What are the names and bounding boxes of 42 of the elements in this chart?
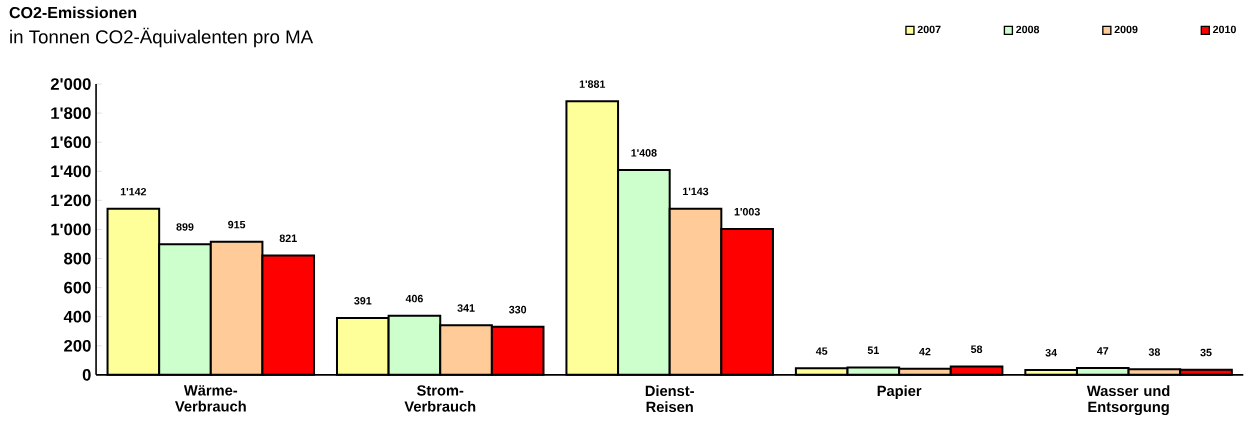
data-label: 47 bbox=[1097, 347, 1109, 355]
data-label: 1'408 bbox=[631, 149, 657, 157]
x-tick-label: Wasser und Entsorgung bbox=[1086, 385, 1170, 415]
chart-subtitle: in Tonnen CO2-Äquivalenten pro MA bbox=[10, 27, 314, 48]
x-tick-label: Papier bbox=[877, 385, 922, 399]
x-tick-label: Strom-Verbrauch bbox=[404, 385, 476, 412]
data-label: 821 bbox=[279, 234, 297, 242]
y-tick-label: 1'600 bbox=[51, 136, 91, 148]
legend-label: 2007 bbox=[917, 25, 941, 34]
x-tick-label: Dienst-Reisen bbox=[645, 385, 694, 412]
data-label: 45 bbox=[815, 347, 828, 355]
data-label: 38 bbox=[1148, 348, 1160, 356]
y-tick-label: 200 bbox=[64, 339, 91, 352]
y-tick-label: 1'000 bbox=[51, 223, 91, 236]
y-tick-label: 2'000 bbox=[50, 78, 91, 90]
data-label: 1'881 bbox=[579, 80, 606, 88]
data-label: 330 bbox=[509, 305, 527, 314]
y-tick-label: 400 bbox=[63, 310, 91, 323]
data-label: 1'003 bbox=[734, 207, 760, 216]
y-tick-label: 800 bbox=[64, 252, 91, 265]
legend-label: 2008 bbox=[1016, 25, 1040, 34]
data-label: 406 bbox=[405, 294, 423, 303]
data-label: 915 bbox=[228, 220, 246, 229]
data-label: 1'143 bbox=[683, 187, 709, 196]
data-label: 51 bbox=[867, 346, 879, 354]
data-label: 42 bbox=[919, 347, 931, 356]
y-tick-label: 1'400 bbox=[51, 165, 91, 178]
data-label: 899 bbox=[176, 223, 194, 231]
y-tick-label: 1'800 bbox=[51, 107, 91, 119]
y-tick-label: 1'200 bbox=[51, 194, 91, 207]
chart-title: CO2-Emissionen bbox=[9, 6, 137, 19]
legend-label: 2010 bbox=[1213, 25, 1236, 34]
legend-label: 2009 bbox=[1114, 25, 1138, 34]
data-label: 341 bbox=[457, 304, 475, 312]
y-tick-label: 0 bbox=[82, 368, 91, 381]
data-label: 34 bbox=[1045, 348, 1058, 357]
data-label: 35 bbox=[1200, 348, 1212, 357]
data-label: 1'142 bbox=[120, 187, 147, 196]
data-label: 391 bbox=[354, 296, 372, 305]
data-label: 58 bbox=[970, 345, 983, 353]
x-tick-label: Wärme-Verbrauch bbox=[175, 385, 246, 412]
y-tick-label: 600 bbox=[64, 281, 91, 294]
